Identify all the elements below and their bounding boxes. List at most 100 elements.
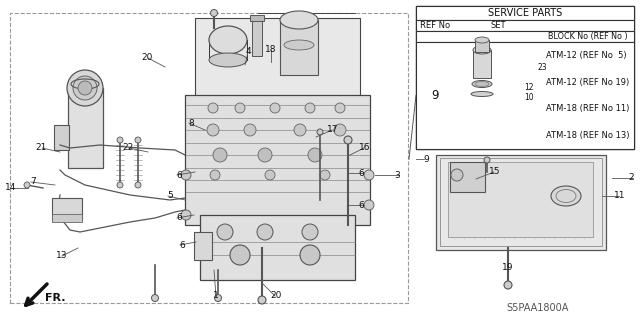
Circle shape [117,137,123,143]
Bar [436,155,606,250]
Bar [52,198,82,220]
Circle shape [244,124,256,136]
Text: 23: 23 [488,127,499,136]
Circle shape [135,137,141,143]
Circle shape [217,224,233,240]
Circle shape [213,148,227,162]
Bar [416,6,634,149]
Text: 20: 20 [141,54,153,63]
Text: 18: 18 [265,46,276,55]
Text: FR.: FR. [45,293,65,303]
Ellipse shape [473,46,491,54]
Bar [440,158,602,246]
Ellipse shape [284,40,314,50]
Text: 2: 2 [628,174,634,182]
Text: 6: 6 [179,241,185,249]
Bar [250,15,264,21]
Text: 4: 4 [245,48,251,56]
Text: 22: 22 [123,144,134,152]
Circle shape [504,281,512,289]
Circle shape [207,124,219,136]
Ellipse shape [472,80,492,87]
Circle shape [344,136,352,144]
Text: 9: 9 [423,154,429,164]
Bar [416,42,634,149]
Text: ATM-12 (REF No  5): ATM-12 (REF No 5) [546,51,627,60]
Ellipse shape [209,53,247,67]
Circle shape [257,224,273,240]
Circle shape [451,169,463,181]
Bar [195,18,360,103]
Ellipse shape [209,26,247,54]
Text: 16: 16 [359,144,371,152]
Ellipse shape [551,186,581,206]
Circle shape [214,294,221,301]
Bar [200,215,355,280]
Bar [416,20,634,31]
Circle shape [302,224,318,240]
Bar [280,20,318,75]
Bar [475,40,489,52]
Text: 6: 6 [358,168,364,177]
Circle shape [335,103,345,113]
Text: REF No: REF No [420,21,450,30]
Circle shape [317,129,323,135]
Text: 15: 15 [489,167,500,176]
Text: 21: 21 [36,144,47,152]
Circle shape [334,124,346,136]
Circle shape [258,148,272,162]
Circle shape [235,103,245,113]
Text: 23: 23 [538,63,548,72]
Text: 10: 10 [442,130,454,139]
Text: 8: 8 [188,118,194,128]
Ellipse shape [471,92,493,97]
Circle shape [210,170,220,180]
Text: 5: 5 [167,191,173,201]
Circle shape [181,170,191,180]
Text: 11: 11 [614,191,625,201]
Circle shape [364,170,374,180]
Text: 17: 17 [327,125,339,135]
Bar [448,162,593,237]
Text: 13: 13 [56,251,67,261]
Text: 12: 12 [442,143,453,152]
Circle shape [67,70,103,106]
Text: SET: SET [490,21,506,30]
Bar [68,88,103,168]
Circle shape [181,210,191,220]
Circle shape [265,170,275,180]
Bar [416,6,634,20]
Bar [252,18,262,56]
Text: ATM-18 (REF No 13): ATM-18 (REF No 13) [546,131,630,140]
Text: BLOCK No (REF No ): BLOCK No (REF No ) [548,32,628,41]
Circle shape [294,124,306,136]
Circle shape [211,10,218,17]
Text: 7: 7 [30,177,36,187]
Text: 9: 9 [431,89,439,102]
Circle shape [152,294,159,301]
Bar [54,125,69,150]
Text: S5PAA1800A: S5PAA1800A [507,303,569,313]
Text: 12: 12 [524,84,534,93]
Bar [185,95,370,225]
Text: 1: 1 [213,292,219,300]
Circle shape [484,157,490,163]
Text: SERVICE PARTS: SERVICE PARTS [488,8,562,18]
Circle shape [364,200,374,210]
Circle shape [300,245,320,265]
Text: 6: 6 [358,201,364,210]
Ellipse shape [280,11,318,29]
Ellipse shape [475,37,489,43]
Text: 14: 14 [4,183,16,192]
Circle shape [305,103,315,113]
Text: ATM-12 (REF No 19): ATM-12 (REF No 19) [546,78,629,87]
Bar [416,31,634,42]
Text: 10: 10 [524,93,534,102]
Text: 6: 6 [176,213,182,222]
Ellipse shape [475,81,489,86]
Circle shape [24,182,30,188]
Bar [52,214,82,222]
Circle shape [117,182,123,188]
Circle shape [320,170,330,180]
Bar [473,50,491,78]
